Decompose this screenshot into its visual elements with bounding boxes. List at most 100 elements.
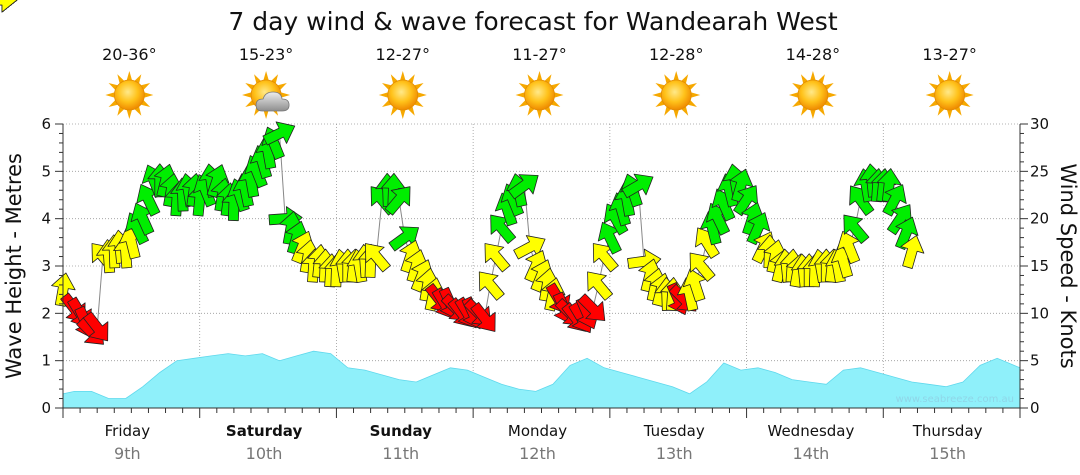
sun-ray bbox=[117, 74, 125, 84]
sun-ray bbox=[664, 74, 671, 84]
sun-ray bbox=[691, 92, 701, 98]
right-tick-label: 25 bbox=[1030, 162, 1049, 180]
sun-ray bbox=[551, 100, 561, 107]
sun-ray bbox=[141, 83, 151, 90]
sun-ray bbox=[417, 92, 427, 98]
day-temperature: 12-27° bbox=[376, 45, 431, 64]
day-date: 11th bbox=[382, 444, 419, 463]
sun-ray bbox=[824, 100, 834, 107]
sun-ray bbox=[134, 106, 142, 116]
sun-icon bbox=[652, 71, 701, 119]
wind-arrow bbox=[478, 271, 505, 301]
day-date: 9th bbox=[114, 444, 141, 463]
left-tick-label: 0 bbox=[41, 399, 51, 417]
sun-ray bbox=[126, 110, 132, 119]
sun-ray bbox=[827, 92, 837, 98]
wind-arrow bbox=[900, 235, 925, 269]
sun-ray bbox=[105, 92, 115, 98]
right-tick-label: 30 bbox=[1030, 115, 1049, 133]
left-tick-label: 4 bbox=[41, 210, 51, 228]
sun-ray bbox=[408, 74, 415, 84]
sun-ray bbox=[378, 92, 388, 98]
sun-ray bbox=[925, 92, 935, 98]
sun-ray bbox=[664, 106, 671, 116]
sun-ray bbox=[687, 83, 697, 90]
sun-ray bbox=[824, 83, 834, 90]
sun-ray bbox=[673, 110, 679, 119]
sun-ray bbox=[144, 92, 154, 98]
sun-ray bbox=[788, 92, 798, 98]
day-labels: Friday 9th Saturday 10th Sunday 11th Monday 12t… bbox=[105, 422, 983, 463]
sun-disc bbox=[797, 79, 829, 111]
sun-ray bbox=[954, 74, 962, 84]
sun-ray bbox=[408, 106, 415, 116]
sun-ray bbox=[263, 71, 269, 80]
wind-arrow bbox=[597, 221, 622, 255]
wind-arrow bbox=[388, 226, 419, 252]
sun-ray bbox=[810, 71, 816, 80]
left-tick-label: 2 bbox=[41, 304, 51, 322]
sun-ray bbox=[928, 83, 938, 90]
day-temperature: 13-27° bbox=[922, 45, 977, 64]
day-name: Monday bbox=[508, 422, 567, 440]
sun-disc bbox=[387, 79, 419, 111]
wind-arrow bbox=[577, 293, 606, 322]
sun-ray bbox=[108, 83, 118, 90]
sun-ray bbox=[544, 74, 552, 84]
wind-arrow bbox=[83, 311, 109, 342]
sun-ray bbox=[655, 100, 665, 107]
day-temperature: 14-28° bbox=[786, 45, 841, 64]
chart-title: 7 day wind & wave forecast for Wandearah… bbox=[228, 7, 837, 36]
wind-arrow bbox=[470, 302, 496, 332]
sun-ray bbox=[961, 100, 971, 107]
sun-ray bbox=[800, 74, 808, 84]
day-date: 10th bbox=[246, 444, 283, 463]
day-name: Wednesday bbox=[768, 422, 855, 440]
sun-icon bbox=[925, 71, 974, 119]
sun-ray bbox=[954, 106, 962, 116]
wind-arrow bbox=[843, 214, 870, 244]
sun-ray bbox=[515, 92, 525, 98]
wind-arrow bbox=[592, 243, 619, 273]
sun-icon bbox=[788, 71, 837, 119]
sun-ray bbox=[947, 110, 953, 119]
sun-ray bbox=[961, 83, 971, 90]
sun-ray bbox=[126, 71, 132, 80]
sun-ray bbox=[947, 71, 953, 80]
sun-ray bbox=[117, 106, 125, 116]
left-tick-label: 6 bbox=[41, 115, 51, 133]
day-date: 13th bbox=[656, 444, 693, 463]
sun-ray bbox=[518, 100, 528, 107]
left-y-ticks: 0 1 2 3 4 5 6 bbox=[41, 115, 51, 417]
right-y-ticks: 0 5 10 15 20 25 30 bbox=[1030, 115, 1049, 417]
sun-disc bbox=[660, 79, 692, 111]
right-tick-label: 5 bbox=[1030, 352, 1040, 370]
sun-ray bbox=[141, 100, 151, 107]
sun-disc bbox=[934, 79, 966, 111]
wind-arrows bbox=[0, 0, 925, 345]
wind-arrow bbox=[262, 121, 296, 146]
day-date: 12th bbox=[519, 444, 556, 463]
sun-ray bbox=[400, 110, 406, 119]
day-date: 14th bbox=[793, 444, 830, 463]
wind-arrow bbox=[384, 186, 411, 216]
sun-ray bbox=[937, 74, 945, 84]
sun-ray bbox=[245, 83, 255, 90]
axes bbox=[55, 123, 1028, 418]
sun-ray bbox=[277, 83, 287, 90]
day-name: Tuesday bbox=[643, 422, 705, 440]
wind-arrow bbox=[587, 271, 614, 301]
sun-ray bbox=[673, 71, 679, 80]
day-name: Sunday bbox=[370, 422, 433, 440]
sun-ray bbox=[964, 92, 974, 98]
sun-ray bbox=[527, 74, 535, 84]
sun-ray bbox=[937, 106, 945, 116]
wind-arrow bbox=[508, 174, 539, 200]
day-date: 15th bbox=[929, 444, 966, 463]
sun-ray bbox=[414, 100, 424, 107]
sun-ray bbox=[281, 92, 291, 98]
sun-ray bbox=[108, 100, 118, 107]
right-y-axis-label: Wind Speed - Knots bbox=[1056, 163, 1080, 368]
day-temperature: 11-27° bbox=[512, 45, 567, 64]
sun-ray bbox=[800, 106, 808, 116]
